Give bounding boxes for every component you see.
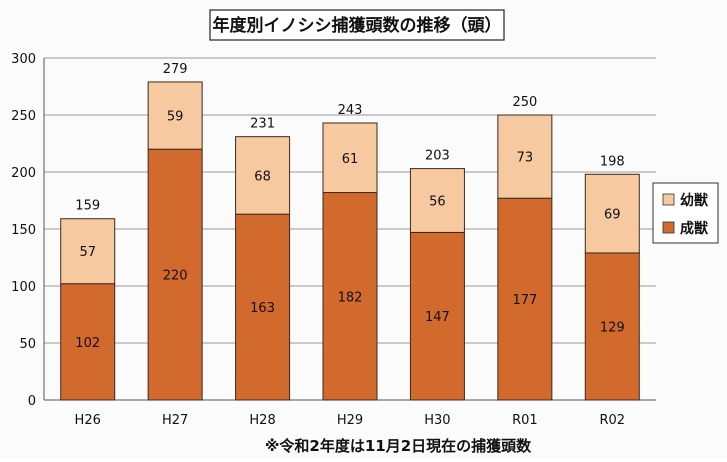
segment-value-label: 220 [163, 269, 188, 284]
bar-segment [409, 168, 465, 233]
legend: 幼獣 成獣 [652, 182, 719, 244]
chart-title: 年度別イノシシ捕獲頭数の推移（頭） [213, 15, 502, 36]
y-tick-label: 200 [11, 166, 36, 181]
axes: 0 50 100 150 200 250 300 H26 H27 H28 H29 H30 R01 R02 [11, 52, 656, 428]
segment-value-label: 177 [512, 293, 537, 308]
y-tick-label: 50 [19, 337, 36, 352]
x-tick-label: H28 [249, 413, 275, 428]
chart-title-box: 年度別イノシシ捕獲頭数の推移（頭） [209, 9, 505, 41]
legend-swatch-adult [662, 221, 675, 234]
segment-value-label: 102 [75, 336, 100, 351]
y-tick-label: 300 [11, 52, 36, 67]
x-tick-label: H29 [337, 413, 363, 428]
segment-value-label: 69 [604, 208, 621, 223]
bar-segment [322, 192, 378, 401]
segment-value-label: 182 [338, 290, 363, 305]
bar-segment [60, 218, 116, 285]
bar-segment [584, 173, 640, 254]
chart-footnote: ※令和2年度は11月2日現在の捕獲頭数 [265, 437, 532, 455]
x-tick-label: H30 [424, 413, 450, 428]
segment-value-label: 147 [425, 310, 450, 325]
bars [60, 81, 640, 401]
data-labels: 102 57 159 220 59 279 163 68 231 182 61 243 147 56 203… [75, 62, 624, 351]
x-tick-label: R01 [512, 413, 538, 428]
y-tick-label: 100 [11, 280, 36, 295]
x-tick-label: H26 [75, 413, 101, 428]
bar-segment [235, 136, 291, 215]
x-tick-label: H27 [162, 413, 188, 428]
bar-segment [60, 283, 116, 401]
segment-value-label: 61 [342, 152, 359, 167]
segment-value-label: 59 [167, 110, 184, 125]
total-value-label: 159 [75, 199, 100, 214]
segment-value-label: 68 [254, 169, 271, 184]
bar-segment [235, 213, 291, 401]
segment-value-label: 129 [600, 320, 625, 335]
x-tick-label: R02 [599, 413, 625, 428]
total-value-label: 198 [600, 154, 625, 169]
segment-value-label: 56 [429, 195, 446, 210]
segment-value-label: 73 [517, 151, 534, 166]
total-value-label: 279 [163, 62, 188, 77]
y-tick-label: 0 [28, 394, 36, 409]
bar-segment [497, 197, 553, 401]
legend-label-adult: 成獣 [680, 220, 709, 237]
total-value-label: 231 [250, 117, 275, 132]
legend-swatch-juvenile [662, 193, 675, 206]
title-frame [209, 9, 505, 41]
legend-label-juvenile: 幼獣 [680, 192, 709, 209]
bar-segment [322, 122, 378, 194]
bar-segment [409, 231, 465, 401]
bar-segment [497, 114, 553, 199]
bar-segment [147, 81, 203, 150]
bar-segment [584, 252, 640, 401]
y-tick-label: 150 [11, 223, 36, 238]
segment-value-label: 163 [250, 301, 275, 316]
total-value-label: 243 [338, 103, 363, 118]
total-value-label: 250 [512, 95, 537, 110]
bar-segment [147, 148, 203, 401]
y-tick-label: 250 [11, 109, 36, 124]
total-value-label: 203 [425, 149, 450, 164]
segment-value-label: 57 [79, 245, 96, 260]
